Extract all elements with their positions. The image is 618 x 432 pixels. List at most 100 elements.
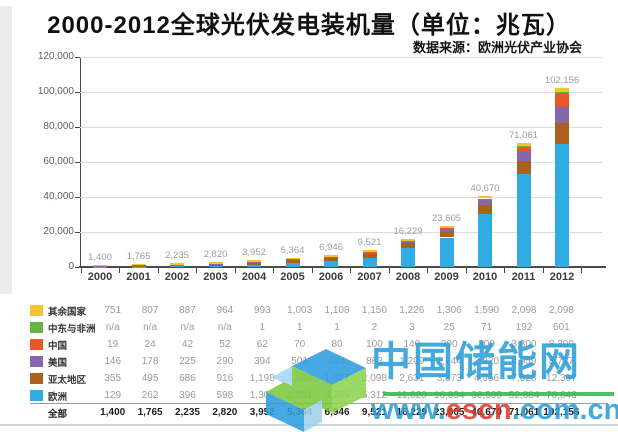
legend-color-chip (30, 356, 43, 367)
x-tick-mark (465, 268, 467, 273)
row-label: 其余国家 (48, 306, 87, 318)
legend-color-chip (30, 339, 43, 350)
x-tick-label: 2006 (318, 271, 344, 283)
x-tick-mark (119, 268, 121, 273)
bar-segment (247, 262, 261, 265)
table-cell: 1,198 (249, 373, 275, 384)
row-label: 全部 (48, 408, 68, 420)
table-cell: 2 (371, 322, 378, 333)
x-tick-mark (350, 268, 352, 273)
table-cell: 601 (553, 322, 570, 333)
bar-segment (516, 142, 531, 147)
table-cell: 12,397 (546, 373, 577, 384)
table-cell: 1,400 (100, 407, 126, 418)
bar-segment (478, 204, 492, 214)
table-cell: 1,226 (399, 305, 425, 316)
x-tick-mark (273, 268, 275, 273)
bar-total-label: 2,235 (165, 250, 189, 262)
table-cell: n/a (143, 322, 158, 333)
bar-total-label: 5,364 (280, 244, 305, 256)
bar-segment (555, 91, 569, 93)
bar-segment (208, 262, 223, 264)
x-tick-mark (196, 268, 198, 273)
bar-segment (555, 107, 569, 123)
bar-segment (285, 260, 300, 263)
y-tick-mark (75, 126, 80, 128)
table-cell: 355 (104, 373, 122, 384)
watermark-cube-logo-icon (266, 349, 366, 432)
x-tick-mark (581, 268, 583, 273)
bar-segment (285, 257, 300, 260)
table-cell: 1 (334, 322, 340, 333)
page-title: 2000-2012全球光伏发电装机量（单位：兆瓦） (47, 12, 571, 39)
bar-segment (362, 252, 377, 255)
table-cell: 62 (256, 339, 268, 350)
table-cell: 1,765 (137, 407, 163, 418)
gridline (80, 126, 602, 128)
bar-segment (208, 265, 223, 267)
row-label: 中东与非洲 (48, 323, 96, 335)
table-cell: n/a (217, 322, 232, 333)
table-cell: 178 (141, 356, 159, 367)
row-label: 中国 (48, 340, 68, 352)
bar-total-label: 23,605 (431, 212, 462, 224)
bar-segment (93, 266, 107, 267)
data-source-label: 数据来源：欧洲光伏产业协会 (412, 40, 582, 55)
bar-segment (93, 264, 107, 266)
gridline (80, 56, 602, 58)
x-tick-mark (388, 268, 390, 273)
table-cell: 751 (104, 305, 122, 316)
x-tick-mark (157, 268, 159, 273)
bar-segment (208, 264, 223, 266)
watermark-underline (383, 392, 614, 396)
bar-segment (401, 238, 415, 241)
table-cell: 3,300 (511, 339, 537, 350)
table-cell: 192 (515, 322, 533, 333)
x-tick-label: 2001 (126, 271, 151, 283)
bar-segment (324, 256, 338, 259)
bar-segment (247, 264, 261, 267)
table-row: 其余国家 751 807 887 964 993 1,003 1,108 1,150 1,226 1… (0, 302, 618, 319)
legend-color-chip (30, 305, 43, 316)
table-cell: 993 (253, 305, 271, 316)
y-tick-label: 100,000 (37, 86, 74, 97)
table-cell: 2,098 (511, 305, 537, 316)
bar-segment (324, 261, 338, 267)
bar-segment (439, 225, 454, 228)
table-cell: 225 (179, 356, 196, 367)
table-cell: 71 (481, 322, 493, 333)
gridline (80, 196, 602, 198)
row-label: 欧洲 (48, 391, 68, 403)
table-cell: 807 (141, 305, 159, 316)
bar-segment (362, 250, 377, 253)
bar-segment (439, 237, 454, 267)
table-cell: 396 (179, 390, 196, 401)
bar-total-label: 1,400 (88, 251, 112, 263)
table-cell: 686 (179, 373, 196, 384)
bar-total-label: 2,820 (203, 249, 228, 261)
table-cell: 887 (179, 305, 196, 316)
table-cell: 8,717 (548, 356, 574, 367)
table-cell: 4,956 (474, 373, 500, 384)
y-tick-mark (75, 231, 80, 233)
x-tick-label: 2007 (357, 271, 382, 283)
y-tick-label: 120,000 (37, 51, 74, 62)
x-tick-mark (234, 268, 236, 273)
table-cell: 80 (331, 339, 343, 350)
bar-segment (555, 122, 569, 145)
bar-segment (401, 243, 415, 248)
bar-segment (478, 200, 492, 205)
bar-segment (439, 231, 454, 238)
table-cell: 2,820 (212, 407, 238, 418)
table-cell: 1,150 (361, 305, 387, 316)
table-cell: 24 (144, 339, 156, 350)
bar-segment (247, 261, 261, 263)
x-tick-mark (80, 268, 82, 273)
table-cell: 71,061 (508, 407, 540, 418)
x-tick-label: 2009 (434, 271, 459, 283)
table-cell: 70 (294, 339, 306, 350)
bar-segment (439, 228, 454, 232)
table-cell: 3 (409, 322, 415, 333)
table-cell: 2,098 (548, 305, 574, 316)
